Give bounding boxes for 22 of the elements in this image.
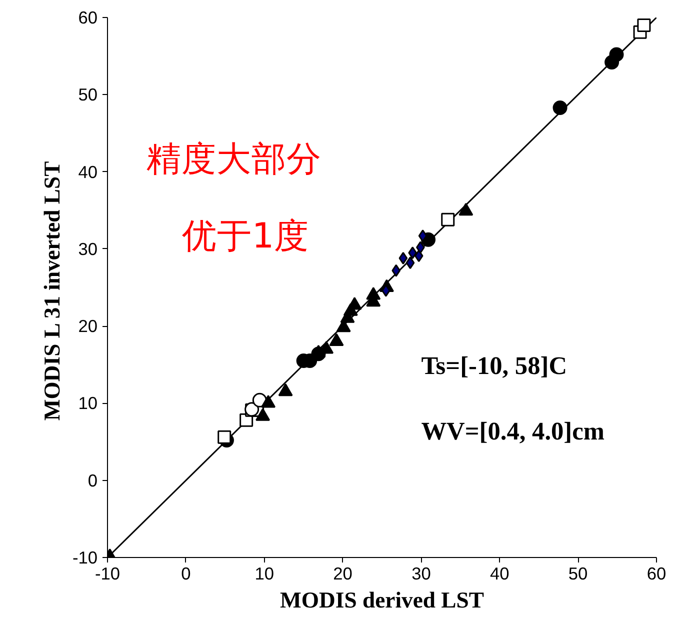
y-tick-label: 40 xyxy=(78,162,98,182)
x-tick-label: 60 xyxy=(646,564,666,584)
y-tick-label: 20 xyxy=(78,316,98,336)
x-tick-label: 30 xyxy=(412,564,431,584)
x-tick-label: 50 xyxy=(568,564,588,584)
x-tick-label: 10 xyxy=(254,564,274,584)
y-tick-label: 0 xyxy=(88,470,98,490)
x-axis-title: MODIS derived LST xyxy=(280,588,484,612)
y-tick-label: 50 xyxy=(78,84,98,105)
x-tick-label: 0 xyxy=(181,564,191,584)
x-tick-label: 40 xyxy=(490,564,510,584)
y-axis-title: MODIS L 31 inverted LST xyxy=(39,161,64,421)
y-tick-label: 60 xyxy=(78,8,98,28)
y-tick-label: -10 xyxy=(72,548,98,568)
annotation: Ts=[-10, 58]C xyxy=(421,352,567,380)
y-tick-label: 10 xyxy=(78,393,98,414)
x-tick-label: -10 xyxy=(94,564,120,584)
annotation: 优于1度 xyxy=(182,216,310,257)
annotation: WV=[0.4, 4.0]cm xyxy=(421,418,604,446)
x-tick-label: 20 xyxy=(333,564,352,584)
annotation: 精度大部分 xyxy=(146,140,322,180)
y-tick-label: 30 xyxy=(78,238,98,259)
